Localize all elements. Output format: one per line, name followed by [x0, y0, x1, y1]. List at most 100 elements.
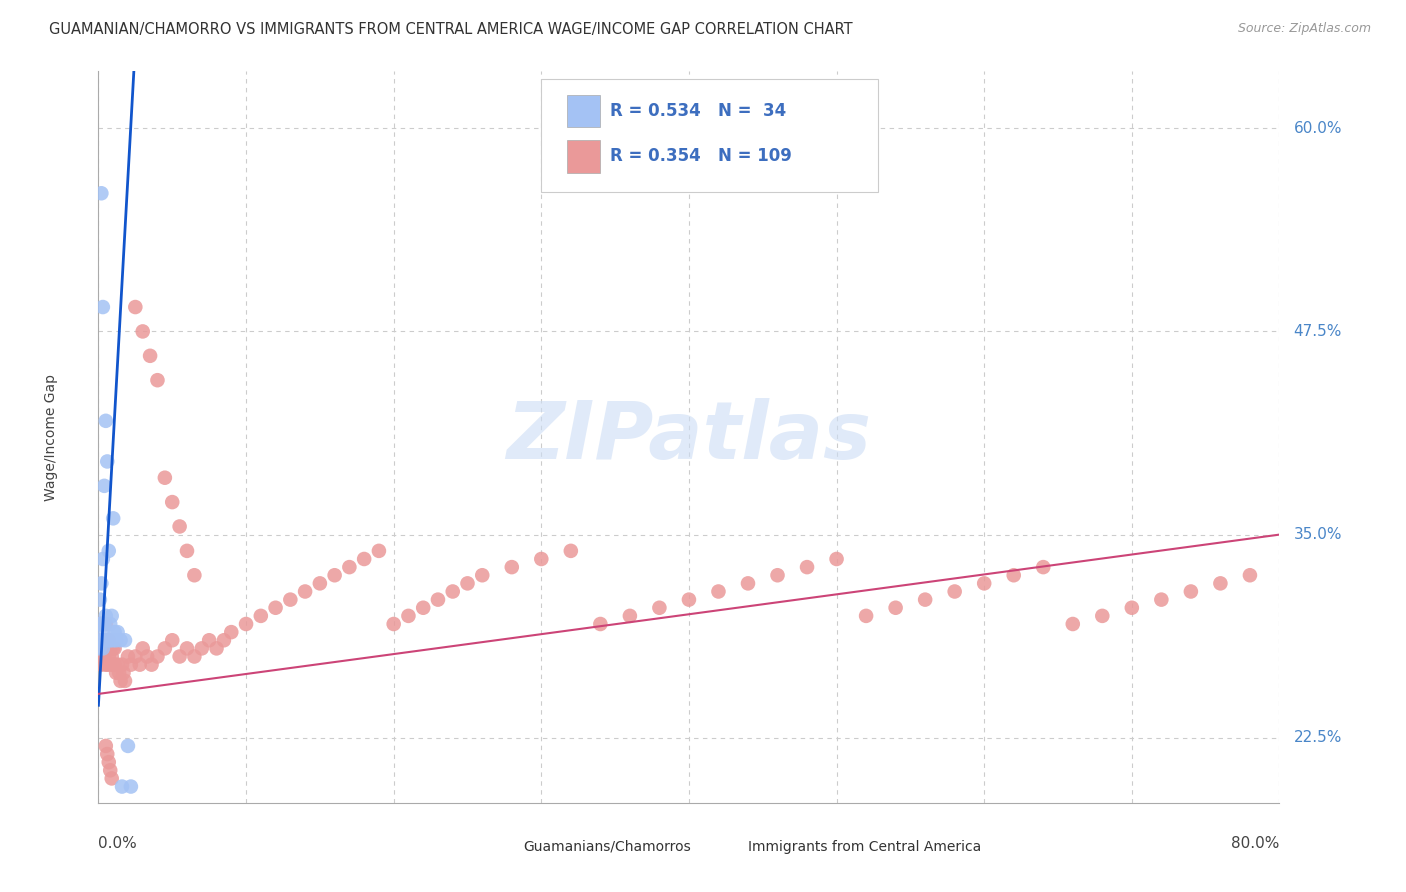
Point	[97, 633, 120, 648]
Point	[855, 608, 877, 623]
Point	[169, 649, 191, 664]
Point	[1150, 592, 1173, 607]
Point	[198, 633, 221, 648]
Point	[124, 649, 146, 664]
Text: 47.5%: 47.5%	[1294, 324, 1341, 339]
Point	[89, 641, 111, 656]
Point	[678, 592, 700, 607]
Point	[91, 633, 114, 648]
Text: 22.5%: 22.5%	[1294, 731, 1341, 746]
Point	[96, 641, 118, 656]
Point	[1180, 584, 1202, 599]
Point	[169, 519, 191, 533]
Point	[368, 544, 391, 558]
Point	[973, 576, 995, 591]
Point	[766, 568, 789, 582]
Point	[114, 673, 136, 688]
Point	[107, 625, 129, 640]
Point	[212, 633, 235, 648]
Point	[94, 739, 117, 753]
Point	[110, 633, 132, 648]
Point	[96, 454, 118, 468]
Point	[90, 617, 112, 632]
Point	[90, 617, 112, 632]
Point	[93, 479, 115, 493]
Point	[235, 617, 257, 632]
Point	[98, 764, 121, 778]
Point	[114, 633, 136, 648]
Point	[91, 649, 114, 664]
Point	[90, 657, 112, 672]
Point	[94, 633, 117, 648]
Point	[914, 592, 936, 607]
Point	[120, 657, 142, 672]
Point	[91, 641, 114, 656]
Point	[96, 657, 118, 672]
Point	[94, 608, 117, 623]
Point	[560, 544, 582, 558]
Point	[90, 633, 112, 648]
Point	[91, 617, 114, 632]
Point	[427, 592, 450, 607]
Point	[104, 641, 127, 656]
Point	[110, 673, 132, 688]
Point	[112, 665, 135, 680]
Point	[1121, 600, 1143, 615]
Point	[100, 608, 122, 623]
Point	[737, 576, 759, 591]
Point	[136, 649, 159, 664]
Point	[530, 552, 553, 566]
Text: 60.0%: 60.0%	[1294, 120, 1343, 136]
Point	[471, 568, 494, 582]
Point	[96, 747, 118, 761]
Point	[162, 633, 183, 648]
Point	[94, 617, 117, 632]
Point	[153, 641, 176, 656]
Point	[1091, 608, 1114, 623]
Point	[323, 568, 346, 582]
FancyBboxPatch shape	[541, 78, 877, 192]
Point	[191, 641, 214, 656]
Point	[96, 633, 118, 648]
Text: ZIPatlas: ZIPatlas	[506, 398, 872, 476]
Point	[103, 633, 125, 648]
Text: Guamanians/Chamorros: Guamanians/Chamorros	[523, 839, 692, 854]
Point	[111, 780, 134, 794]
Point	[89, 641, 111, 656]
Point	[162, 495, 183, 509]
Point	[98, 617, 121, 632]
Point	[103, 657, 125, 672]
Point	[457, 576, 479, 591]
Point	[141, 657, 163, 672]
Point	[97, 755, 120, 769]
Point	[107, 657, 129, 672]
Point	[1032, 560, 1054, 574]
Bar	[488, 836, 515, 858]
Point	[339, 560, 361, 574]
Point	[176, 544, 198, 558]
Text: Wage/Income Gap: Wage/Income Gap	[44, 374, 58, 500]
Point	[501, 560, 523, 574]
Point	[94, 633, 117, 648]
Point	[91, 625, 114, 640]
Point	[98, 657, 121, 672]
Point	[294, 584, 316, 599]
Point	[89, 633, 111, 648]
Point	[90, 576, 112, 591]
Point	[97, 649, 120, 664]
Point	[90, 641, 112, 656]
Point	[93, 633, 115, 648]
Point	[93, 633, 115, 648]
Point	[183, 568, 205, 582]
Point	[309, 576, 332, 591]
Point	[91, 300, 114, 314]
Point	[146, 373, 169, 387]
Point	[94, 641, 117, 656]
Point	[825, 552, 848, 566]
Text: Source: ZipAtlas.com: Source: ZipAtlas.com	[1237, 22, 1371, 36]
Text: 0.0%: 0.0%	[98, 836, 138, 851]
Bar	[567, 95, 600, 128]
Point	[97, 633, 120, 648]
Point	[589, 617, 612, 632]
Point	[105, 633, 128, 648]
